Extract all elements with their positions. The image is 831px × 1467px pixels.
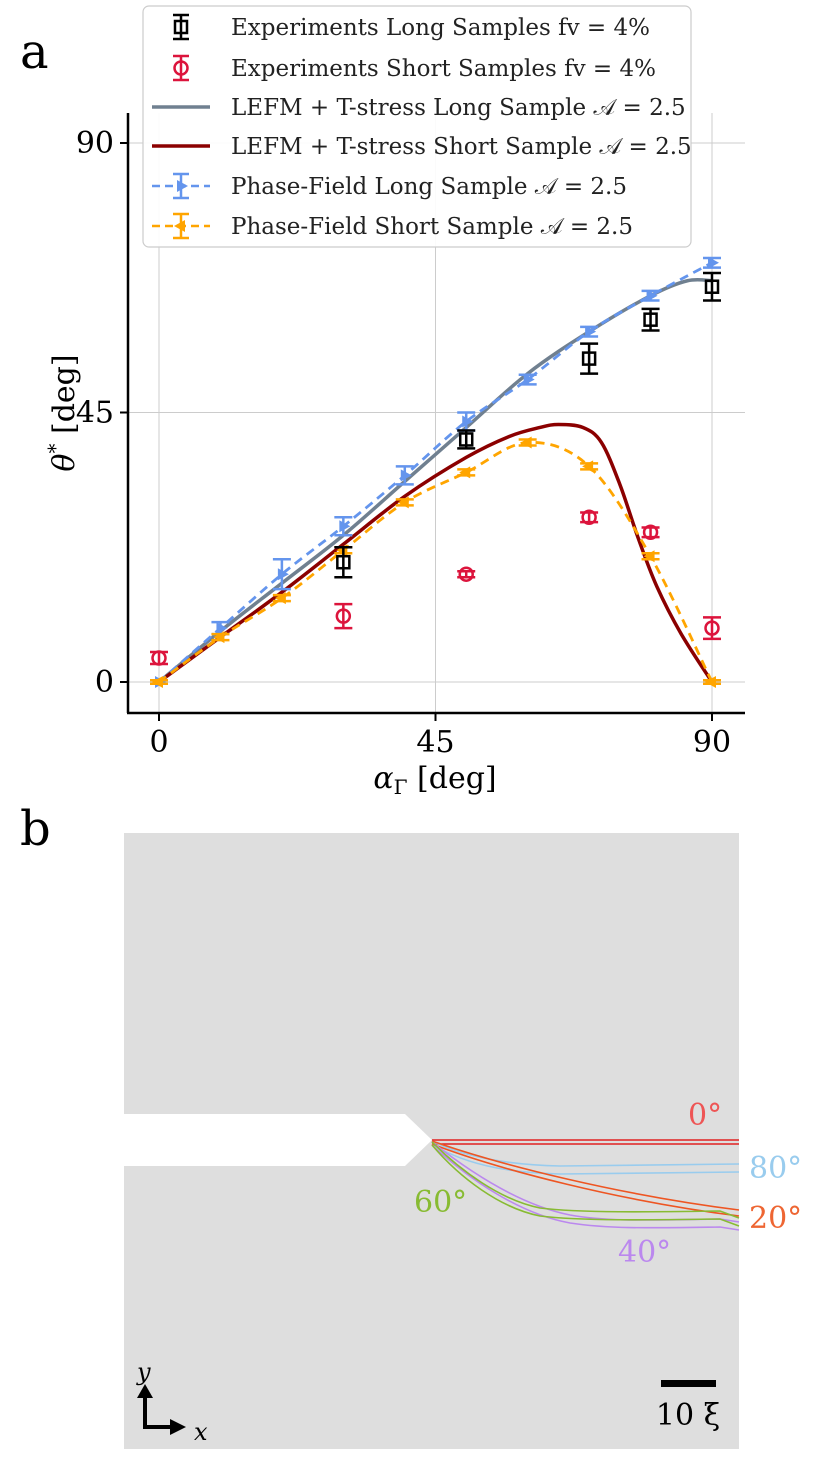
series-4-marker-8 (646, 289, 658, 302)
y-tick-label-45: 45 (76, 396, 114, 431)
panel-a-letter: a (20, 24, 49, 80)
scale-bar (661, 1380, 716, 1387)
crack-path-40b (431, 1144, 740, 1231)
series-0 (334, 271, 721, 579)
legend-swatch-marker-5 (174, 220, 185, 232)
series-4-marker-4 (400, 469, 412, 482)
legend-entry-3: LEFM + T-stress Short Sample 𝒜 = 2.5 (152, 134, 692, 160)
x-tick-label-90: 90 (693, 725, 731, 760)
legend-entry-0: Experiments Long Samples fv = 4% (173, 13, 650, 41)
legend-label-1: Experiments Short Samples fv = 4% (231, 56, 656, 82)
legend-label-2: LEFM + T-stress Long Sample 𝒜 = 2.5 (231, 95, 686, 121)
series-5-marker-4 (397, 496, 409, 509)
ticks: 0 45 90 0 45 90 (76, 126, 731, 760)
series-4-marker-3 (339, 520, 351, 533)
x-axis-label: αΓ [deg] (373, 761, 496, 799)
legend-entry-2: LEFM + T-stress Long Sample 𝒜 = 2.5 (152, 95, 686, 121)
series-1-marker-4 (642, 524, 659, 541)
series-5-marker-7 (582, 460, 594, 473)
y-tick-label-90: 90 (76, 126, 114, 161)
y-axis-symbol: y (136, 1358, 151, 1386)
coordinate-axes-icon: y x (136, 1358, 208, 1446)
legend-label-4: Phase-Field Long Sample 𝒜 = 2.5 (231, 174, 627, 200)
legend-label-5: Phase-Field Short Sample 𝒜 = 2.5 (231, 214, 633, 240)
series-layer (150, 256, 721, 688)
crack-label-20: 20° (749, 1201, 802, 1236)
x-axis-symbol: x (194, 1418, 208, 1446)
series-5-marker-6 (520, 436, 532, 449)
series-4-line (158, 261, 713, 684)
series-5-marker-8 (643, 550, 655, 563)
y-tick-label-0: 0 (95, 665, 114, 700)
series-0-marker-4 (704, 279, 720, 294)
series-5 (150, 436, 721, 688)
series-3 (157, 422, 714, 684)
series-0-marker-2 (581, 351, 597, 366)
series-0-marker-3 (643, 312, 658, 327)
series-5-marker-9 (705, 676, 716, 688)
x-tick-label-45: 45 (416, 725, 454, 760)
crack-path-20b (431, 1143, 740, 1217)
crack-path-80 (431, 1140, 740, 1167)
legend-entry-5: Phase-Field Short Sample 𝒜 = 2.5 (152, 212, 633, 240)
series-4-marker-1 (216, 622, 228, 635)
series-5-line (158, 440, 714, 684)
crack-path-60 (431, 1141, 740, 1219)
series-5-marker-2 (274, 592, 286, 605)
crack-path-20 (431, 1140, 740, 1211)
series-4-marker-7 (585, 325, 597, 338)
legend-label-3: LEFM + T-stress Short Sample 𝒜 = 2.5 (231, 134, 692, 160)
crack-path-80b (431, 1143, 740, 1175)
notch (124, 1114, 432, 1166)
scale-bar-label: 10 ξ (656, 1398, 720, 1433)
legend: Experiments Long Samples fv = 4% Experime… (142, 5, 692, 248)
series-4-marker-9 (708, 256, 719, 269)
legend-swatch-marker-1 (173, 60, 189, 76)
series-1-marker-5 (704, 620, 720, 636)
y-axis-label: θ* [deg] (43, 354, 82, 471)
series-0-marker-1 (458, 432, 474, 447)
legend-label-0: Experiments Long Samples fv = 4% (231, 15, 650, 41)
series-1-marker-2 (458, 566, 474, 582)
series-0-marker-0 (336, 554, 351, 570)
series-4-marker-6 (523, 373, 535, 386)
x-tick-label-0: 0 (149, 725, 168, 760)
panel-a-plot: 0 45 90 0 45 90 αΓ [deg] θ* [deg] Experiments… (43, 5, 745, 799)
panel-b-diagram: 0° 80° 60° 20° 40° 10 ξ y x (124, 833, 802, 1449)
panel-b-letter: b (20, 801, 51, 857)
crack-label-60: 60° (414, 1185, 467, 1220)
legend-entry-4: Phase-Field Long Sample 𝒜 = 2.5 (152, 172, 627, 200)
series-1-marker-3 (581, 509, 597, 526)
legend-box (142, 5, 692, 248)
crack-path-60b (431, 1144, 740, 1227)
legend-swatch-marker-4 (177, 180, 188, 192)
series-1 (150, 509, 721, 666)
series-1-marker-0 (151, 650, 167, 666)
series-5-marker-5 (459, 466, 471, 479)
legend-swatch-marker-0 (173, 19, 189, 35)
crack-label-80: 80° (749, 1151, 802, 1186)
crack-paths (431, 1139, 740, 1231)
series-3-line (157, 422, 714, 684)
series-1-marker-1 (335, 608, 352, 624)
series-4-marker-2 (277, 568, 289, 581)
crack-label-40: 40° (618, 1235, 671, 1270)
series-5-marker-1 (213, 631, 225, 644)
series-5-marker-0 (152, 676, 163, 688)
crack-label-0: 0° (688, 1098, 722, 1133)
legend-entry-1: Experiments Short Samples fv = 4% (173, 54, 656, 82)
series-4-marker-5 (462, 415, 474, 428)
